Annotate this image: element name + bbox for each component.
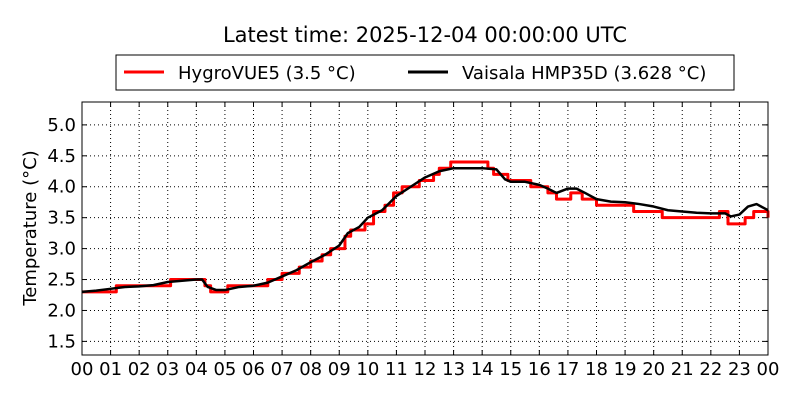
x-tick-label: 10 xyxy=(356,359,379,380)
x-tick-label: 08 xyxy=(299,359,322,380)
legend-label-vaisala: Vaisala HMP35D (3.628 °C) xyxy=(462,63,706,84)
x-tick-label: 03 xyxy=(156,359,179,380)
y-tick-label: 2.0 xyxy=(47,300,76,321)
x-tick-label: 18 xyxy=(585,359,608,380)
x-tick-label: 06 xyxy=(242,359,265,380)
legend: HygroVUE5 (3.5 °C) Vaisala HMP35D (3.628… xyxy=(115,54,735,91)
x-tick-label: 16 xyxy=(528,359,551,380)
y-tick-label: 1.5 xyxy=(47,331,76,352)
series-line-hygrovue5 xyxy=(82,160,770,294)
series-line-vaisala xyxy=(81,166,769,294)
x-tick-label: 17 xyxy=(556,359,579,380)
y-tick-label: 3.5 xyxy=(47,208,76,229)
series-lines xyxy=(81,160,770,294)
x-tick-label: 15 xyxy=(499,359,522,380)
chart-title: Latest time: 2025-12-04 00:00:00 UTC xyxy=(223,23,627,47)
x-tick-label: 07 xyxy=(271,359,294,380)
grid xyxy=(81,102,769,355)
y-tick-label: 4.5 xyxy=(47,146,76,167)
x-tick-label: 22 xyxy=(699,359,722,380)
x-tick-label: 05 xyxy=(213,359,236,380)
x-tick-label: 00 xyxy=(71,359,94,380)
x-tick-label: 12 xyxy=(414,359,437,380)
y-tick-label: 2.5 xyxy=(47,270,76,291)
y-tick-label: 3.0 xyxy=(47,239,76,260)
axis-ticks: 00 01 02 03 04 05 06 07 08 09 10 11 12 13 14 15 16 17 18 19… xyxy=(47,102,779,380)
x-tick-label: 09 xyxy=(328,359,351,380)
x-tick-label: 02 xyxy=(128,359,151,380)
x-tick-label: 23 xyxy=(728,359,751,380)
x-tick-label: 04 xyxy=(185,359,208,380)
x-tick-label: 19 xyxy=(614,359,637,380)
y-tick-label: 4.0 xyxy=(47,177,76,198)
x-tick-label: 11 xyxy=(385,359,408,380)
x-tick-label: 21 xyxy=(671,359,694,380)
x-tick-label: 13 xyxy=(442,359,465,380)
x-tick-label: 20 xyxy=(642,359,665,380)
x-tick-label: 14 xyxy=(471,359,494,380)
y-axis-label: Temperature (°C) xyxy=(20,150,41,306)
plot-frame xyxy=(81,101,769,356)
x-tick-label: 00 xyxy=(757,359,780,380)
legend-label-hygrovue5: HygroVUE5 (3.5 °C) xyxy=(178,63,356,84)
y-tick-label: 5.0 xyxy=(47,115,76,136)
x-tick-label: 01 xyxy=(99,359,122,380)
